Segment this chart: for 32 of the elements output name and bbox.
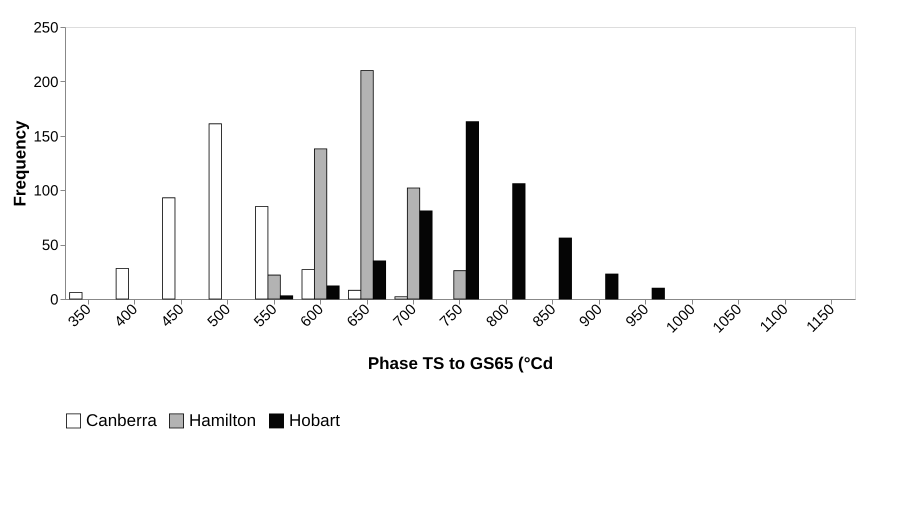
x-tick-label: 450 [158,300,188,331]
bar [558,238,572,300]
x-tick-label: 550 [250,300,280,331]
legend-label: Hamilton [189,410,256,430]
bar [69,292,82,300]
bar [162,197,176,300]
y-tick-label: 250 [33,20,58,36]
y-tick-label: 0 [50,292,58,308]
x-tick-label: 950 [622,300,652,331]
x-axis-title: Phase TS to GS65 (°Cd [368,354,554,373]
y-tick-label: 150 [33,128,58,146]
bar [605,274,618,300]
legend-label: Hobart [289,410,340,430]
bar [652,288,665,300]
x-tick-label: 500 [204,300,234,331]
legend-label: Canberra [86,410,158,430]
x-tick-label: 750 [436,300,466,331]
x-tick-label: 700 [390,300,420,331]
bar [208,123,222,300]
x-tick-label: 850 [530,300,560,331]
bar [512,183,526,300]
bar [116,268,129,300]
x-tick-label: 650 [344,300,374,331]
y-tick-label: 100 [33,182,58,200]
y-tick-label: 50 [42,237,58,254]
x-tick-label: 400 [111,300,142,331]
x-tick-label: 350 [64,300,95,331]
x-tick-label: 800 [483,300,513,331]
x-tick-label: 900 [576,300,606,331]
x-tick-label: 600 [297,300,327,331]
y-tick-label: 200 [33,74,58,91]
y-axis-title: Frequency [10,120,30,206]
